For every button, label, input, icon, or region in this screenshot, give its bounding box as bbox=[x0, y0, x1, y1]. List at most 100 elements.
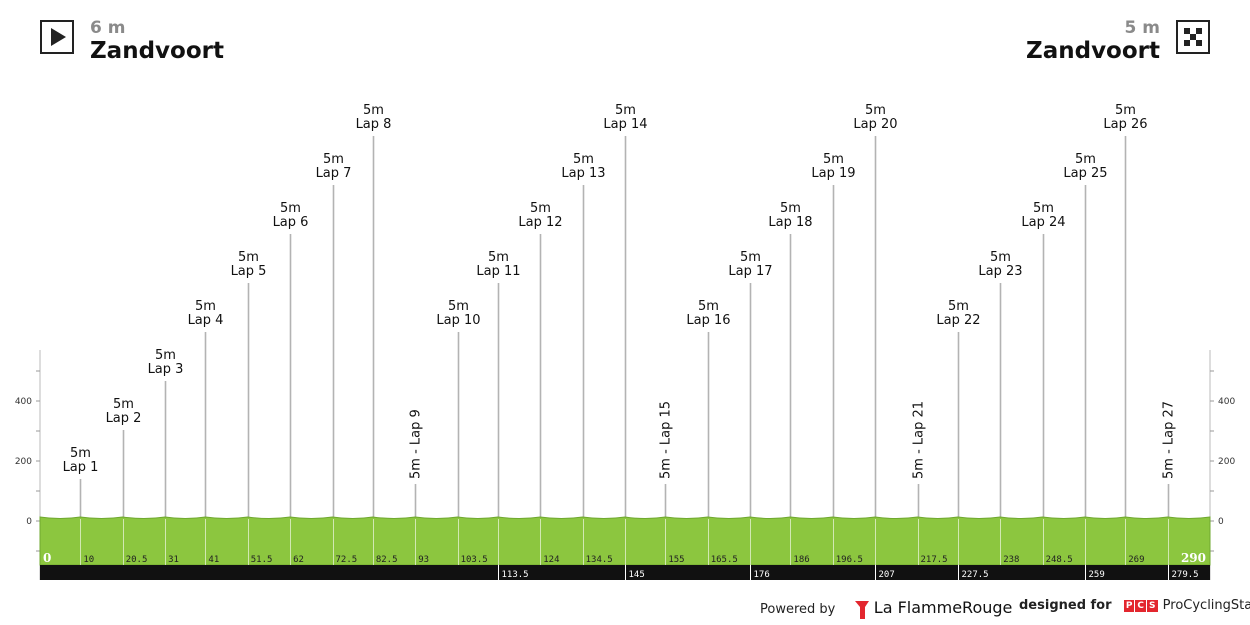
pcs-letter-c: C bbox=[1135, 599, 1147, 612]
marker-altitude: 5m bbox=[740, 250, 761, 265]
y-tick-label-left: 200 bbox=[15, 457, 32, 467]
marker-altitude: 5m bbox=[615, 103, 636, 118]
marker-altitude: 5m bbox=[573, 152, 594, 167]
km-label: 238 bbox=[1003, 555, 1019, 565]
marker-altitude: 5m bbox=[280, 201, 301, 216]
powered-by-label: Powered by bbox=[760, 602, 836, 617]
km-label: 155 bbox=[668, 555, 684, 565]
km-label: 165.5 bbox=[711, 555, 738, 565]
marker-name: Lap 20 bbox=[853, 117, 897, 132]
start-altitude: 6 m bbox=[90, 18, 126, 38]
y-tick-label-right: 400 bbox=[1218, 397, 1235, 407]
km-label: 20.5 bbox=[126, 555, 148, 565]
marker-altitude: 5m bbox=[323, 152, 344, 167]
km-label: 124 bbox=[543, 555, 559, 565]
km-label: 72.5 bbox=[336, 555, 358, 565]
marker-name: Lap 6 bbox=[273, 215, 309, 230]
y-tick-label-right: 0 bbox=[1218, 517, 1224, 527]
marker-altitude: 5m bbox=[1075, 152, 1096, 167]
marker-altitude: 5m bbox=[238, 250, 259, 265]
finish-place: Zandvoort bbox=[1026, 38, 1160, 64]
marker-altitude: 5m bbox=[1115, 103, 1136, 118]
km-label: 103.5 bbox=[461, 555, 488, 565]
km-bar-label: 259 bbox=[1089, 570, 1105, 580]
marker-name: Lap 2 bbox=[106, 411, 142, 426]
marker-name: Lap 24 bbox=[1021, 215, 1065, 230]
marker-name: Lap 26 bbox=[1103, 117, 1147, 132]
marker-name: Lap 8 bbox=[356, 117, 392, 132]
marker-altitude: 5m bbox=[780, 201, 801, 216]
marker-name: Lap 11 bbox=[476, 264, 520, 279]
marker-altitude: 5m bbox=[698, 299, 719, 314]
marker-altitude: 5m bbox=[70, 446, 91, 461]
marker-name: Lap 5 bbox=[231, 264, 267, 279]
marker-name: Lap 7 bbox=[316, 166, 352, 181]
km-bar-label: 207 bbox=[879, 570, 895, 580]
marker-altitude: 5m bbox=[865, 103, 886, 118]
marker-altitude: 5m bbox=[823, 152, 844, 167]
marker-name: Lap 3 bbox=[148, 362, 184, 377]
km-start-label: 0 bbox=[43, 551, 51, 565]
km-label: 51.5 bbox=[251, 555, 273, 565]
km-label: 217.5 bbox=[921, 555, 948, 565]
marker-name: Lap 23 bbox=[978, 264, 1022, 279]
y-tick-label-left: 0 bbox=[26, 517, 32, 527]
checkered-flag-icon bbox=[1176, 20, 1210, 54]
marker-name: Lap 4 bbox=[188, 313, 224, 328]
marker-name: Lap 1 bbox=[63, 460, 99, 475]
marker-altitude: 5m bbox=[990, 250, 1011, 265]
finish-altitude: 5 m bbox=[1124, 18, 1160, 38]
marker-altitude: 5m bbox=[1033, 201, 1054, 216]
km-bar-label: 227.5 bbox=[962, 570, 989, 580]
marker-altitude: 5m bbox=[195, 299, 216, 314]
start-place: Zandvoort bbox=[90, 38, 224, 64]
km-bar-label: 279.5 bbox=[1172, 570, 1199, 580]
marker-name: Lap 25 bbox=[1063, 166, 1107, 181]
marker-altitude: 5m bbox=[155, 348, 176, 363]
marker-altitude: 5m bbox=[948, 299, 969, 314]
designed-for-credit: designed for PCS ProCyclingStats bbox=[1019, 598, 1250, 613]
km-bar-label: 145 bbox=[629, 570, 645, 580]
marker-name: Lap 17 bbox=[728, 264, 772, 279]
marker-name: Lap 19 bbox=[811, 166, 855, 181]
km-label: 10 bbox=[83, 555, 94, 565]
marker-label-vertical: 5m - Lap 15 bbox=[659, 401, 674, 479]
marker-label-vertical: 5m - Lap 27 bbox=[1162, 401, 1177, 479]
marker-label-vertical: 5m - Lap 21 bbox=[912, 401, 927, 479]
marker-name: Lap 13 bbox=[561, 166, 605, 181]
marker-altitude: 5m bbox=[113, 397, 134, 412]
km-label: 196.5 bbox=[836, 555, 863, 565]
marker-altitude: 5m bbox=[488, 250, 509, 265]
pcs-letter-p: P bbox=[1123, 599, 1135, 612]
km-label: 62 bbox=[293, 555, 304, 565]
km-label: 269 bbox=[1128, 555, 1144, 565]
km-bar-label: 113.5 bbox=[502, 570, 529, 580]
marker-label-vertical: 5m - Lap 9 bbox=[409, 409, 424, 479]
lfr-brand: La FlammeRouge bbox=[873, 598, 1013, 617]
km-bar-label: 176 bbox=[754, 570, 770, 580]
pcs-brand: ProCyclingStats bbox=[1162, 598, 1250, 613]
y-tick-label-left: 400 bbox=[15, 397, 32, 407]
marker-altitude: 5m bbox=[448, 299, 469, 314]
km-label: 248.5 bbox=[1046, 555, 1073, 565]
marker-name: Lap 12 bbox=[518, 215, 562, 230]
marker-altitude: 5m bbox=[363, 103, 384, 118]
play-icon bbox=[40, 20, 74, 54]
powered-by-credit: Powered by La FlammeRouge bbox=[760, 598, 1012, 620]
km-label: 186 bbox=[793, 555, 809, 565]
km-label: 93 bbox=[418, 555, 429, 565]
km-label: 82.5 bbox=[376, 555, 398, 565]
marker-name: Lap 22 bbox=[936, 313, 980, 328]
designed-for-label: designed for bbox=[1019, 598, 1112, 613]
km-label: 31 bbox=[168, 555, 179, 565]
km-label: 134.5 bbox=[586, 555, 613, 565]
km-label: 41 bbox=[208, 555, 219, 565]
marker-name: Lap 10 bbox=[436, 313, 480, 328]
y-tick-label-right: 200 bbox=[1218, 457, 1235, 467]
marker-name: Lap 18 bbox=[768, 215, 812, 230]
marker-altitude: 5m bbox=[530, 201, 551, 216]
km-end-label: 290 bbox=[1181, 551, 1206, 565]
marker-name: Lap 14 bbox=[603, 117, 647, 132]
flame-rouge-logo-icon bbox=[854, 600, 869, 619]
